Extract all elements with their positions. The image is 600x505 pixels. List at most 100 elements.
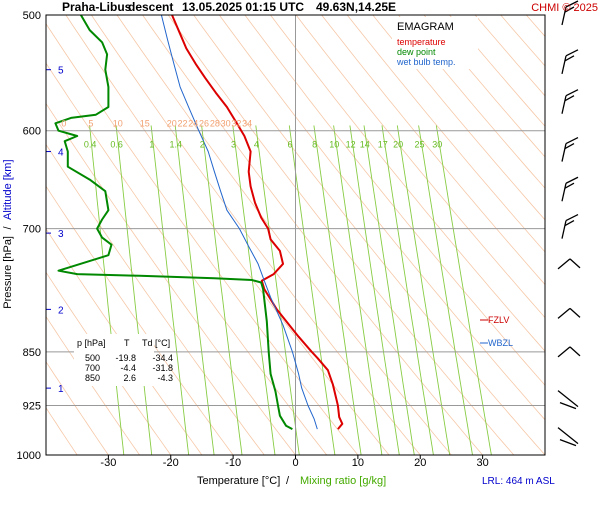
table-cell: -34.4 [152, 353, 173, 363]
wind-barb [562, 50, 578, 74]
table-header-p: p [hPa] [77, 338, 106, 348]
legend: EMAGRAM temperature dew point wet bulb t… [392, 17, 478, 69]
altitude-label: 5 [58, 66, 64, 77]
dry-adiabat [117, 15, 451, 455]
wbzl-label: WBZL [488, 338, 513, 348]
mixing-ratio-label: 2 [200, 140, 205, 150]
adiabat-label: 5 [88, 119, 93, 129]
barb-flag [566, 90, 578, 96]
mixing-ratio-label: 25 [414, 140, 424, 150]
mixing-ratio-label: 0.4 [84, 140, 97, 150]
table-header-td: Td [°C] [142, 338, 170, 348]
wind-barb [562, 215, 578, 239]
adiabat-label: 24 [188, 119, 198, 129]
dry-adiabat [271, 15, 600, 455]
pressure-tick-label: 1000 [17, 450, 41, 462]
altitude-label: 3 [58, 229, 64, 240]
adiabat-label: 22 [177, 119, 187, 129]
barb-staff [558, 428, 578, 444]
pressure-tick-label: 700 [23, 224, 41, 236]
altitude-label: 4 [58, 148, 64, 159]
table-header-t: T [124, 338, 130, 348]
mixing-ratio-label: 30 [432, 140, 442, 150]
y-axis-label-pressure: Pressure [hPa] [2, 236, 14, 309]
mixing-ratio-label: 0.6 [110, 140, 123, 150]
mixing-ratio-label: 17 [378, 140, 388, 150]
dry-adiabat [552, 15, 600, 455]
mixing-ratio-label: 8 [312, 140, 317, 150]
dry-adiabat [398, 15, 600, 455]
mixing-ratio-label: 12 [346, 140, 356, 150]
table-cell: 700 [85, 363, 100, 373]
adiabat-label: 15 [140, 119, 150, 129]
table-cell: 2.6 [123, 373, 136, 383]
y-axis-label-altitude: Altitude [km] [2, 159, 14, 220]
wind-barb [558, 347, 580, 357]
table-cell: 500 [85, 353, 100, 363]
barb-flag [566, 138, 578, 144]
barb-staff [562, 221, 566, 239]
barb-staff [558, 259, 570, 269]
barb-staff [558, 391, 578, 407]
dry-adiabat [424, 15, 600, 455]
temp-tick-label: 20 [414, 457, 426, 469]
pressure-tick-label: 850 [23, 347, 41, 359]
wind-barbs [558, 1, 580, 446]
x-axis-label-mixing: Mixing ratio [g/kg] [300, 475, 386, 487]
adiabat-label: 0 [61, 119, 66, 129]
table-cell: -19.8 [115, 353, 136, 363]
wind-barb [562, 90, 578, 114]
series-temperature [172, 15, 342, 429]
adiabat-label: 28 [210, 119, 220, 129]
mixing-ratio-label: 14 [360, 140, 370, 150]
station-name: Praha-Libus [62, 0, 132, 14]
legend-wetbulb: wet bulb temp. [396, 57, 456, 67]
barb-flag [566, 50, 578, 56]
legend-dewpoint: dew point [397, 47, 436, 57]
sounding-datetime: 13.05.2025 01:15 UTC [182, 0, 304, 14]
adiabat-label: 20 [167, 119, 177, 129]
temp-tick-label: 10 [352, 457, 364, 469]
mixing-ratio-label: 3 [231, 140, 236, 150]
x-axis-label-separator: / [286, 475, 290, 487]
wind-barb [562, 138, 578, 162]
table-cell: 850 [85, 373, 100, 383]
dry-adiabat [577, 15, 600, 455]
table-cell: -4.3 [157, 373, 173, 383]
table-cell: -4.4 [120, 363, 136, 373]
adiabat-label: 30 [221, 119, 231, 129]
barb-staff [562, 183, 566, 201]
barb-flag [570, 308, 580, 317]
mixing-ratio-label: 1.4 [170, 140, 183, 150]
temp-tick-label: 30 [477, 457, 489, 469]
wind-barb [558, 308, 580, 318]
temp-tick-label: -20 [163, 457, 179, 469]
dry-adiabat [0, 15, 108, 455]
y-axis-title: Pressure [hPa] / Altitude [km] [2, 159, 14, 308]
barb-flag [570, 347, 580, 356]
dry-adiabat [143, 15, 483, 455]
dry-adiabat [0, 15, 140, 455]
mixing-ratio-label: 20 [393, 140, 403, 150]
pressure-tick-label: 925 [23, 401, 41, 413]
temp-tick-label: -10 [225, 457, 241, 469]
barb-flag [566, 215, 578, 221]
barb-staff [558, 347, 570, 357]
dry-adiabat [296, 15, 600, 455]
sounding-mode: descent [128, 0, 173, 14]
adiabat-label: 34 [242, 119, 252, 129]
adiabat-label: 10 [113, 119, 123, 129]
legend-temperature: temperature [397, 37, 446, 47]
mixing-ratio-label: 6 [288, 140, 293, 150]
barb-staff [562, 144, 566, 162]
mixing-ratio-label: 1 [149, 140, 154, 150]
temp-tick-label: 0 [292, 457, 298, 469]
altitude-label: 1 [58, 384, 64, 395]
temp-tick-label: -30 [100, 457, 116, 469]
barb-staff [562, 96, 566, 114]
dry-adiabats [0, 15, 600, 455]
dry-adiabat [501, 15, 600, 455]
